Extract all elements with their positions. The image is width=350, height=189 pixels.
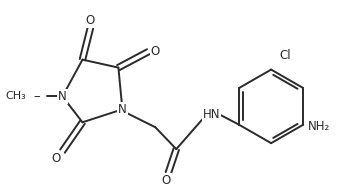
Text: NH₂: NH₂	[308, 120, 330, 133]
Text: O: O	[51, 152, 60, 165]
Text: N: N	[118, 103, 127, 116]
Text: O: O	[151, 45, 160, 58]
Text: N: N	[58, 90, 67, 103]
Text: O: O	[162, 174, 171, 187]
Text: HN: HN	[203, 108, 220, 121]
Text: CH₃: CH₃	[6, 91, 27, 101]
Text: –: –	[33, 90, 40, 103]
Text: O: O	[86, 14, 95, 27]
Text: Cl: Cl	[279, 49, 291, 62]
